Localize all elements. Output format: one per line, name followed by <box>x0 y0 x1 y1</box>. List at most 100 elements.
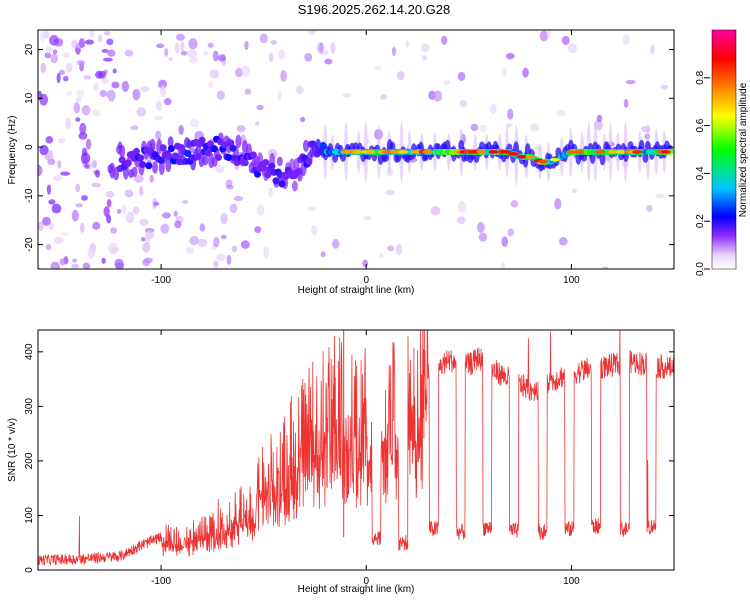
spectrogram-noise-cell <box>164 47 169 57</box>
spectrogram-noise-cell <box>92 221 101 230</box>
spectrogram-ridge-cell <box>188 154 196 162</box>
spectrogram-noise-cell <box>63 75 69 82</box>
spectrogram-noise-cell <box>80 152 91 164</box>
spectrogram-ridge-cell <box>272 177 280 185</box>
spectrogram-noise-cell <box>342 93 352 98</box>
spectrogram-noise-cell <box>623 98 629 109</box>
spectrogram-noise-cell <box>510 200 519 208</box>
spectrogram-noise-cell <box>268 187 273 198</box>
spectrogram-noise-cell <box>51 203 62 214</box>
spectrogram-noise-cell <box>277 90 282 102</box>
colorbar: 0.0 0.2 0.4 0.6 0.8 Normalized spectral ampl… <box>695 29 749 276</box>
spectrogram-noise-cell <box>185 247 195 254</box>
spectrogram-noise-cell <box>50 53 58 64</box>
spectrogram-noise-cell <box>240 240 250 249</box>
spectrogram-noise-cell <box>155 130 162 140</box>
spectrogram-noise-cell <box>405 40 410 48</box>
spectrogram-noise-cell <box>79 122 87 135</box>
spectrogram-noise-cell <box>136 107 146 117</box>
spectrogram-halo-cell <box>131 166 138 178</box>
spectrogram-noise-cell <box>567 43 578 54</box>
spectrogram-noise-cell <box>168 57 173 62</box>
spectrogram-noise-cell <box>209 69 220 79</box>
spectrogram-peak-cell <box>500 150 511 154</box>
spectrogram-peak-cell <box>365 150 376 154</box>
spectrogram-peak-cell <box>517 155 528 159</box>
spectrogram-noise-cell <box>479 124 488 132</box>
colorbar-label: Normalized spectral amplitude <box>738 82 749 217</box>
spectrogram-halo-cell <box>644 141 651 152</box>
spectrogram-noise-cell <box>443 79 451 85</box>
spectrogram-noise-cell <box>226 254 232 265</box>
spectrogram-noise-cell <box>385 189 395 196</box>
snr-y-tick-label: 200 <box>24 452 35 469</box>
spectrogram-noise-cell <box>101 257 106 264</box>
spectrogram-ridge-cell <box>132 147 140 155</box>
spectrogram-noise-cell <box>330 42 336 55</box>
spectrogram-noise-cell <box>213 236 220 248</box>
spectrogram-y-tick-label: -10 <box>24 188 35 203</box>
spectrogram-noise-cell <box>208 81 214 90</box>
spectrogram-peak-cell <box>508 152 519 156</box>
spectrogram-ridge-cell <box>204 149 212 157</box>
spectrogram-ridge-cell <box>241 159 249 167</box>
spectrogram-x-axis-label: Height of straight line (km) <box>298 285 415 296</box>
spectrogram-noise-cell <box>470 123 479 132</box>
spectrogram-noise-cell <box>558 237 568 246</box>
spectrogram-noise-cell <box>57 160 62 169</box>
spectrogram-x-tick-label: 100 <box>563 275 580 286</box>
spectrogram-noise-cell <box>132 88 141 101</box>
spectrogram-noise-cell <box>622 34 631 45</box>
spectrogram-noise-cell <box>91 109 101 117</box>
spectrogram-halo-cell <box>165 157 172 173</box>
spectrogram-noise-cell <box>81 195 88 201</box>
spectrogram-noise-cell <box>178 124 184 135</box>
spectrogram-noise-cell <box>102 57 113 62</box>
snr-x-axis-label: Height of straight line (km) <box>298 584 415 595</box>
spectrogram-noise-cell <box>45 136 54 144</box>
spectrogram-noise-cell <box>215 165 225 174</box>
spectrogram-noise-cell <box>56 72 61 84</box>
spectrogram-noise-cell <box>38 164 43 177</box>
spectrogram-noise-cell <box>124 49 134 57</box>
spectrogram-peak-cell <box>389 150 400 154</box>
spectrogram-ridge-cell <box>165 152 173 160</box>
spectrogram-noise-cell <box>207 42 214 48</box>
snr-y-tick-label: 400 <box>24 343 35 360</box>
spectrogram-noise-cell <box>478 232 488 242</box>
spectrogram-noise-cell <box>76 88 85 99</box>
spectrogram-noise-cell <box>111 81 120 89</box>
spectrogram-noise-cell <box>107 89 116 102</box>
spectrogram-noise-cell <box>141 236 146 242</box>
spectrogram-ridge-cell <box>278 180 286 188</box>
spectrogram-noise-cell <box>199 223 206 232</box>
spectrogram-noise-cell <box>95 169 100 178</box>
spectrogram-noise-cell <box>75 117 81 122</box>
spectrogram-noise-cell <box>420 43 430 53</box>
spectrogram-ridge-cell <box>215 153 223 161</box>
spectrogram-peak-cell <box>595 150 606 154</box>
spectrogram-noise-cell <box>160 223 170 234</box>
spectrogram-noise-cell <box>75 203 84 208</box>
spectrogram-noise-cell <box>182 199 189 204</box>
spectrogram-noise-cell <box>57 138 66 144</box>
spectrogram-noise-cell <box>380 94 388 100</box>
spectrogram-noise-cell <box>142 242 151 253</box>
spectrogram-noise-cell <box>501 236 509 247</box>
spectrogram-ridge-cell <box>194 153 202 161</box>
spectrogram-x-tick-label: -100 <box>151 275 171 286</box>
spectrogram-noise-cell <box>85 138 92 150</box>
spectrogram-noise-cell <box>106 199 112 208</box>
spectrogram-ridge-cell <box>225 154 233 162</box>
spectrogram-noise-cell <box>40 62 47 74</box>
spectrogram-peak-cell <box>607 150 618 154</box>
spectrogram-noise-cell <box>278 49 286 60</box>
spectrogram-frame <box>37 29 675 270</box>
spectrogram-ridge-cell <box>157 156 165 164</box>
spectrogram-noise-cell <box>71 263 80 269</box>
spectrogram-noise-cell <box>280 69 288 82</box>
spectrogram-noise-cell <box>159 85 167 97</box>
snr-y-tick-label: 0 <box>24 567 35 573</box>
spectrogram-noise-cell <box>105 190 115 198</box>
spectrogram-noise-cell <box>121 204 127 215</box>
